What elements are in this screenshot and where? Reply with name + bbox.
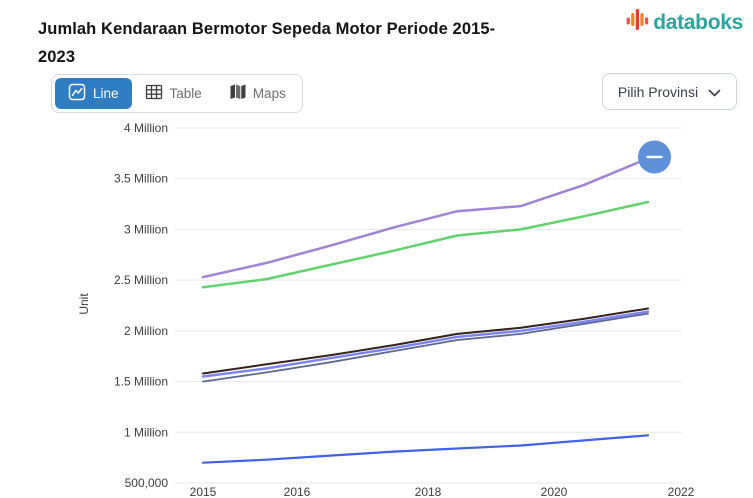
line-chart-icon	[68, 83, 86, 104]
periwinkle-line	[201, 310, 650, 378]
y-tick-label: 2 Million	[124, 324, 168, 338]
maps-icon	[228, 83, 246, 104]
databoks-bars-icon	[626, 7, 651, 39]
y-tick-label: 3 Million	[124, 222, 168, 236]
tab-table-label: Table	[169, 86, 202, 101]
y-tick-label: 4 Million	[124, 121, 168, 135]
y-axis-title: Unit	[77, 293, 91, 315]
page-title: Jumlah Kendaraan Bermotor Sepeda Motor P…	[38, 20, 496, 67]
x-tick-label: 2016	[284, 485, 311, 498]
green-line	[201, 200, 650, 289]
x-tick-label: 2015	[190, 485, 217, 498]
view-switcher: Line Table Maps	[51, 74, 303, 113]
purple-line	[201, 157, 650, 279]
line-chart: 4 Million 3.5 Million 3 Million 2.5 Million…	[77, 121, 695, 498]
x-tick-label: 2022	[668, 485, 695, 498]
tab-maps[interactable]: Maps	[215, 78, 299, 109]
tab-line-label: Line	[93, 86, 119, 101]
dark-maroon-line	[202, 307, 649, 375]
chevron-down-icon	[708, 84, 721, 100]
databoks-logo[interactable]: databoks	[626, 7, 743, 39]
y-tick-label: 3.5 Million	[114, 172, 168, 186]
chart-point-marker[interactable]	[638, 140, 671, 174]
chart-area: 4 Million 3.5 Million 3 Million 2.5 Million…	[0, 115, 753, 498]
table-icon	[145, 83, 163, 104]
y-tick-label: 500,000	[125, 476, 169, 490]
province-dropdown-label: Pilih Provinsi	[617, 83, 699, 100]
blue-line	[201, 434, 650, 464]
slate-line	[202, 312, 649, 383]
tab-table[interactable]: Table	[132, 78, 215, 109]
y-tick-label: 2.5 Million	[114, 273, 168, 287]
x-tick-label: 2020	[541, 485, 568, 498]
tab-maps-label: Maps	[252, 86, 286, 101]
province-dropdown[interactable]: Pilih Provinsi	[602, 73, 737, 110]
x-tick-label: 2018	[415, 485, 442, 498]
y-tick-label: 1.5 Million	[114, 375, 168, 389]
databoks-wordmark: databoks	[653, 11, 743, 34]
tab-line[interactable]: Line	[55, 78, 132, 109]
y-tick-label: 1 Million	[124, 425, 168, 439]
